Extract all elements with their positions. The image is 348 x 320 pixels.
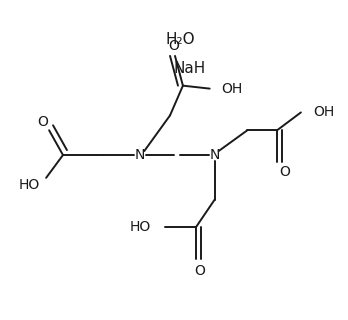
Text: OH: OH [313,105,334,119]
Text: HO: HO [19,178,40,192]
Text: NaH: NaH [174,61,206,76]
Text: HO: HO [130,220,151,235]
Text: O: O [194,264,205,278]
Text: O: O [168,39,180,53]
Text: H₂O: H₂O [165,32,195,46]
Text: O: O [279,165,291,179]
Text: N: N [135,148,145,162]
Text: O: O [38,115,49,129]
Text: N: N [209,148,220,162]
Text: OH: OH [222,82,243,96]
